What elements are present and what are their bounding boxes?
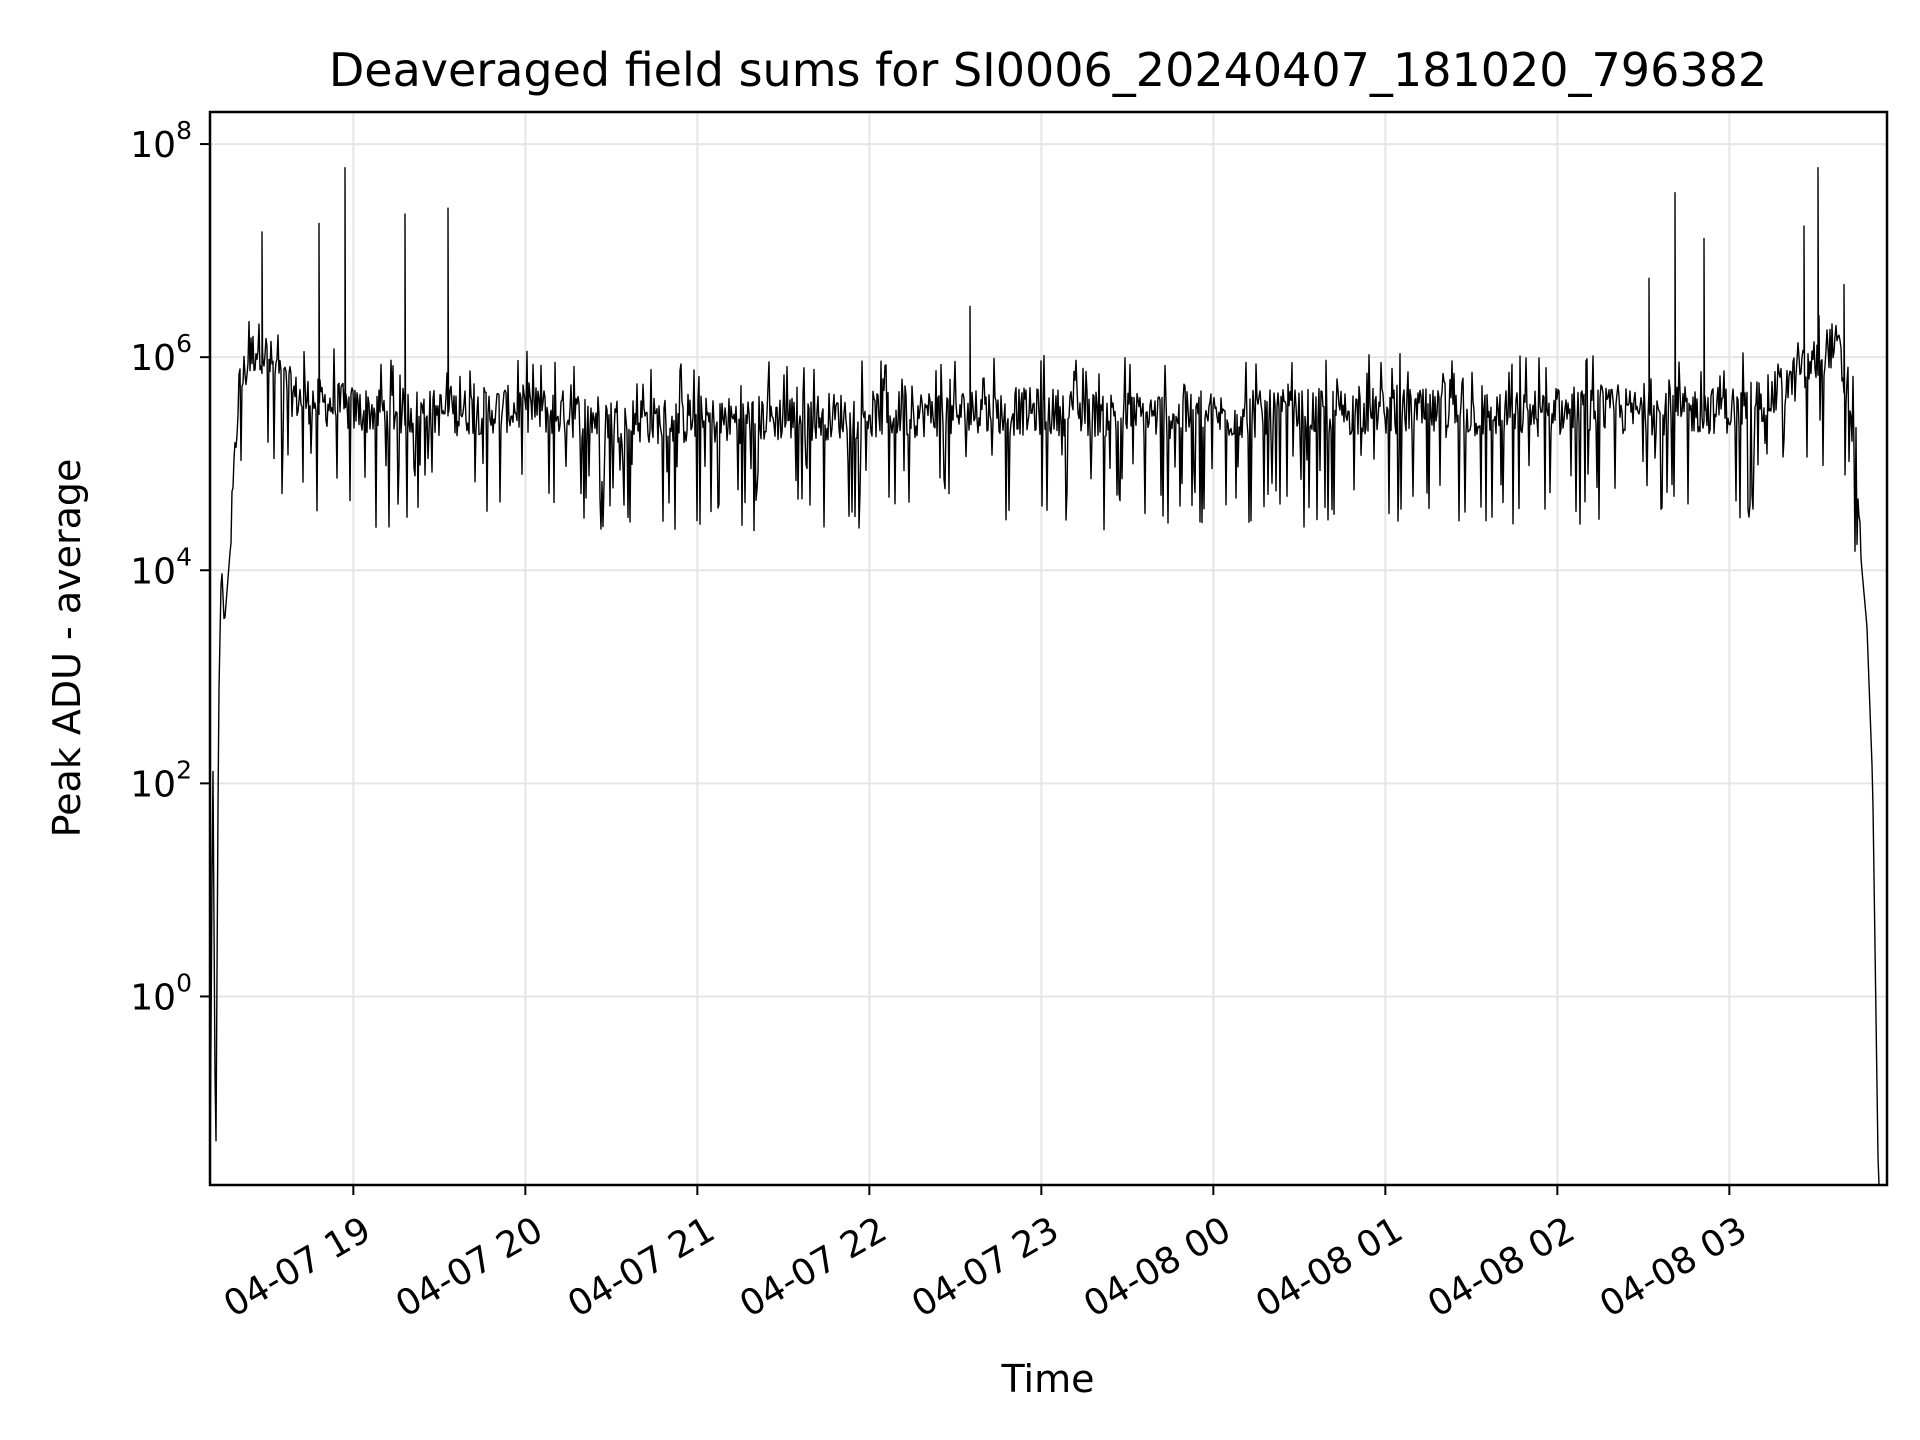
- y-axis-ticks: 100 102 104 106 108: [130, 116, 210, 1018]
- y-tick-label: 108: [130, 116, 192, 166]
- series-line: [209, 167, 1881, 1186]
- plot-frame: [208, 110, 1889, 1187]
- y-tick-label: 104: [130, 542, 192, 592]
- y-tick-label: 102: [130, 755, 192, 805]
- x-axis-label: Time: [1001, 1357, 1095, 1401]
- series-path: [209, 167, 1881, 1186]
- chart-title: Deaveraged field sums for SI0006_2024040…: [329, 43, 1767, 97]
- y-axis-label: Peak ADU - average: [45, 459, 89, 838]
- y-tick-label: 106: [130, 329, 192, 379]
- grid-lines: [210, 112, 1887, 1185]
- plot-area: [210, 112, 1887, 1185]
- y-tick-label: 100: [130, 968, 192, 1018]
